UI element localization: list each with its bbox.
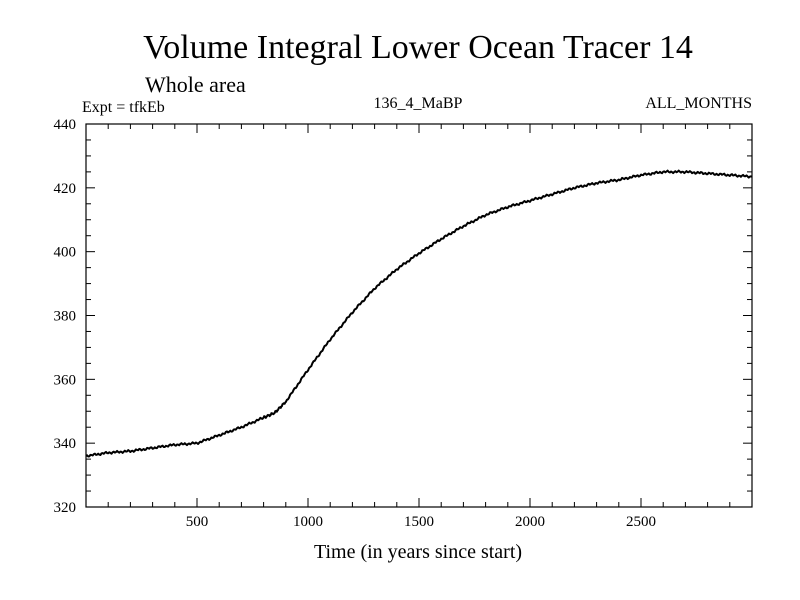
x-tick-label: 2000	[515, 514, 545, 530]
x-tick-label: 1500	[404, 514, 434, 530]
x-axis-label: Time (in years since start)	[314, 541, 522, 563]
chart-subtitle: Whole area	[145, 72, 246, 97]
y-tick-label: 420	[54, 181, 77, 197]
axis-ticks	[86, 124, 752, 507]
y-tick-label: 380	[54, 309, 77, 325]
x-tick-label: 500	[186, 514, 209, 530]
x-tick-label: 1000	[293, 514, 323, 530]
y-tick-label: 340	[54, 436, 77, 452]
y-tick-label: 360	[54, 372, 77, 388]
y-tick-label: 400	[54, 245, 77, 261]
y-tick-label: 320	[54, 500, 77, 516]
x-tick-label: 2500	[626, 514, 656, 530]
chart-title: Volume Integral Lower Ocean Tracer 14	[143, 29, 693, 66]
experiment-label: Expt = tfkEb	[82, 99, 165, 116]
axis-tick-labels: 500 1000 1500 2000 2500 320 340 360 380 400 420 440	[54, 117, 657, 530]
y-tick-label: 440	[54, 117, 77, 133]
series-line	[85, 169, 753, 458]
period-label: 136_4_MaBP	[374, 95, 463, 112]
plot-frame	[85, 123, 753, 508]
months-label: ALL_MONTHS	[645, 95, 752, 112]
